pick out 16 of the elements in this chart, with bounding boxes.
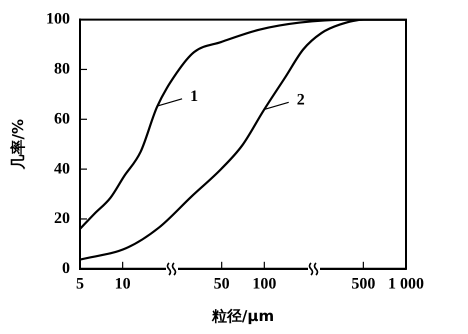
x-tick-label: 100	[252, 276, 276, 293]
y-tick-label: 60	[54, 110, 70, 128]
y-tick-label: 80	[54, 60, 70, 78]
y-tick-label: 20	[54, 210, 70, 228]
y-tick-label: 0	[62, 260, 70, 277]
annotation: 2	[296, 91, 305, 108]
x-tick-label: 1 000	[388, 276, 424, 293]
x-tick-label: 50	[214, 276, 230, 293]
y-axis-title: 几率/%	[8, 118, 27, 170]
y-tick-label: 100	[46, 10, 70, 28]
x-tick-label: 5	[76, 276, 84, 293]
x-axis-title: 粒径/μm	[210, 306, 274, 325]
y-tick-label: 40	[54, 160, 70, 178]
x-tick-label: 10	[114, 276, 131, 293]
x-tick-label: 500	[351, 276, 376, 293]
annotation: 1	[190, 88, 198, 105]
